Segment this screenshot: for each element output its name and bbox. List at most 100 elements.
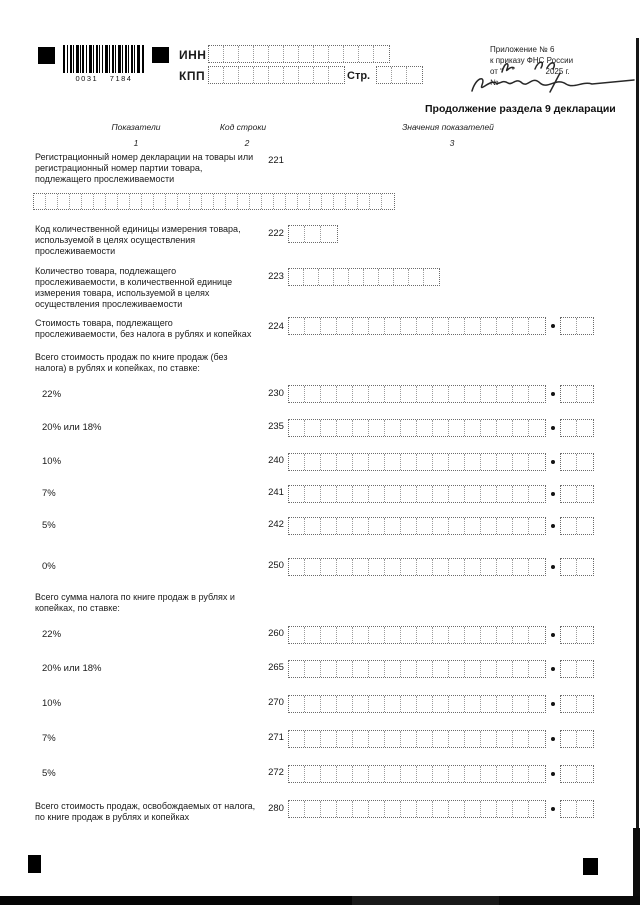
char-cell	[497, 559, 513, 575]
field-272-rubles	[288, 765, 546, 783]
field-235-kopecks	[560, 419, 594, 437]
char-cell	[513, 559, 529, 575]
char-cell	[353, 518, 369, 534]
registration-square-top-right	[152, 47, 169, 63]
char-cell	[377, 67, 392, 83]
row-code-265: 265	[268, 662, 284, 673]
char-cell	[481, 731, 497, 747]
char-cell	[577, 420, 593, 436]
char-cell	[401, 661, 417, 677]
char-cell	[321, 696, 337, 712]
char-cell	[289, 486, 305, 502]
char-cell	[321, 486, 337, 502]
char-cell	[417, 486, 433, 502]
char-cell	[289, 226, 305, 242]
char-cell	[449, 518, 465, 534]
char-cell	[481, 696, 497, 712]
inn-label: ИНН	[179, 48, 207, 62]
row-code-270: 270	[268, 697, 284, 708]
char-cell	[337, 627, 353, 643]
char-cell	[417, 661, 433, 677]
char-cell	[433, 696, 449, 712]
char-cell	[465, 420, 481, 436]
char-cell	[334, 269, 349, 285]
char-cell	[385, 661, 401, 677]
char-cell	[305, 731, 321, 747]
decimal-dot	[551, 807, 555, 811]
char-cell	[337, 386, 353, 402]
row-label-224: Стоимость товара, подлежащего прослежива…	[35, 318, 252, 339]
barcode-number: 0031 7184	[75, 74, 133, 83]
char-cell	[424, 269, 439, 285]
row-code-250: 250	[268, 560, 284, 571]
char-cell	[465, 386, 481, 402]
char-cell	[385, 731, 401, 747]
char-cell	[369, 454, 385, 470]
char-cell	[284, 67, 299, 83]
field-241-kopecks	[560, 485, 594, 503]
char-cell	[561, 559, 577, 575]
char-cell	[289, 518, 305, 534]
char-cell	[401, 559, 417, 575]
char-cell	[465, 518, 481, 534]
char-cell	[401, 386, 417, 402]
char-cell	[289, 661, 305, 677]
char-cell	[166, 194, 178, 209]
field-230-rubles	[288, 385, 546, 403]
char-cell	[433, 386, 449, 402]
handwritten-month-scrawl	[534, 61, 556, 70]
char-cell	[286, 194, 298, 209]
char-cell	[433, 661, 449, 677]
char-cell	[561, 696, 577, 712]
barcode-bars	[63, 45, 144, 73]
char-cell	[254, 46, 269, 62]
row-label-230: 22%	[42, 389, 62, 400]
char-cell	[513, 696, 529, 712]
char-cell	[70, 194, 82, 209]
char-cell	[481, 318, 497, 334]
char-cell	[130, 194, 142, 209]
char-cell	[385, 696, 401, 712]
char-cell	[561, 454, 577, 470]
char-cell	[289, 696, 305, 712]
char-cell	[353, 731, 369, 747]
field-235	[288, 419, 594, 437]
char-cell	[433, 486, 449, 502]
char-cell	[417, 696, 433, 712]
char-cell	[401, 627, 417, 643]
char-cell	[401, 518, 417, 534]
char-cell	[409, 269, 424, 285]
char-cell	[353, 696, 369, 712]
char-cell	[481, 386, 497, 402]
row-label-221: Регистрационный номер декларации на това…	[35, 152, 254, 184]
char-cell	[529, 454, 545, 470]
decimal-dot	[551, 667, 555, 671]
char-cell	[289, 386, 305, 402]
char-cell	[513, 318, 529, 334]
char-cell	[254, 67, 269, 83]
char-cell	[369, 627, 385, 643]
row-code-235: 235	[268, 421, 284, 432]
char-cell	[497, 696, 513, 712]
char-cell	[529, 627, 545, 643]
decimal-dot	[551, 324, 555, 328]
decimal-dot	[551, 492, 555, 496]
decimal-dot	[551, 772, 555, 776]
char-cell	[513, 454, 529, 470]
char-cell	[369, 420, 385, 436]
field-260-rubles	[288, 626, 546, 644]
char-cell	[465, 559, 481, 575]
field-221-registration-number	[33, 193, 395, 210]
field-241	[288, 485, 594, 503]
char-cell	[305, 454, 321, 470]
char-cell	[561, 318, 577, 334]
char-cell	[353, 559, 369, 575]
field-280	[288, 800, 594, 818]
char-cell	[529, 486, 545, 502]
char-cell	[497, 318, 513, 334]
field-280-kopecks	[560, 800, 594, 818]
field-260-kopecks	[560, 626, 594, 644]
field-280-rubles	[288, 800, 546, 818]
decimal-dot	[551, 565, 555, 569]
char-cell	[82, 194, 94, 209]
